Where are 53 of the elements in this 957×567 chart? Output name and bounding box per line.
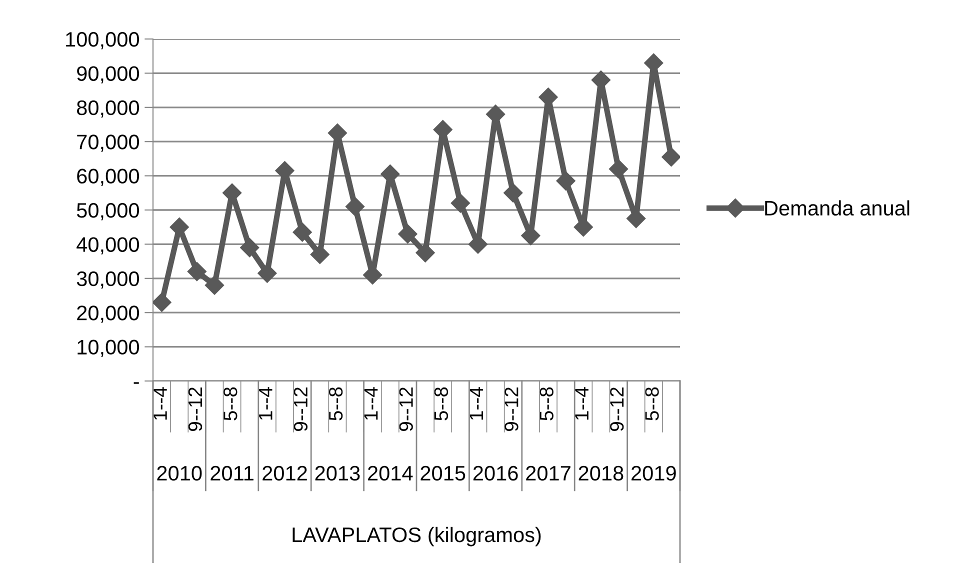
x-tick-label: 5--8 [224, 387, 238, 420]
point [504, 183, 523, 202]
y-tick-label: 100,000 [66, 32, 139, 50]
y-tick-label: - [134, 382, 139, 384]
x-tick-label: 5--8 [328, 387, 343, 420]
text: 2012 [262, 466, 307, 481]
point [240, 238, 260, 258]
y-tick-label: 30,000 [76, 271, 139, 289]
point [153, 292, 172, 312]
text: 2016 [473, 466, 518, 481]
x-tick-label: 9--12 [504, 388, 518, 432]
y-tick-label: 70,000 [77, 134, 139, 152]
point [450, 194, 470, 213]
text: 2013 [315, 466, 360, 481]
x-tick-label: 1--4 [153, 387, 167, 420]
x-tick-label: 9--12 [399, 388, 413, 432]
point [187, 262, 206, 282]
legend-label: Demanda anual [765, 200, 910, 216]
text: 2018 [578, 466, 624, 481]
point [345, 197, 365, 216]
point [662, 147, 680, 167]
point [398, 224, 418, 244]
x-tick-label: 9--12 [294, 388, 308, 432]
x-tick-label: 1--4 [364, 387, 378, 420]
x-tick-label: 5--8 [434, 387, 448, 420]
y-tick-label: 60,000 [77, 168, 139, 186]
point [292, 222, 312, 242]
y-tick-label: 50,000 [76, 203, 139, 220]
x-tick-label: 9--12 [610, 388, 624, 432]
text: 2014 [368, 466, 413, 481]
y-tick-label: 10,000 [78, 340, 139, 358]
x-tick-label: 5--8 [645, 387, 659, 420]
text: 2011 [210, 466, 254, 481]
point [204, 276, 224, 295]
x-tick-label: 9--12 [188, 388, 202, 432]
text: 2019 [632, 466, 676, 481]
text: 2010 [157, 466, 202, 481]
x-tick-label: 5--8 [540, 387, 554, 420]
y-tick-label: 80,000 [76, 100, 139, 118]
text: 2017 [526, 466, 570, 481]
y-tick-label: 20,000 [77, 306, 139, 323]
y-tick-label: 90,000 [77, 66, 139, 84]
text: 2015 [420, 466, 466, 481]
x-tick-label: 1--4 [258, 387, 272, 420]
y-tick-label: 40,000 [76, 237, 139, 254]
point [310, 244, 330, 264]
x-tick-label: 1--4 [575, 387, 588, 420]
x-tick-label: 1--4 [470, 387, 484, 420]
point [556, 171, 576, 190]
point [258, 264, 277, 283]
x-axis-title: LAVAPLATOS (kilogramos) [292, 526, 541, 546]
point [416, 243, 435, 262]
point [608, 159, 628, 178]
